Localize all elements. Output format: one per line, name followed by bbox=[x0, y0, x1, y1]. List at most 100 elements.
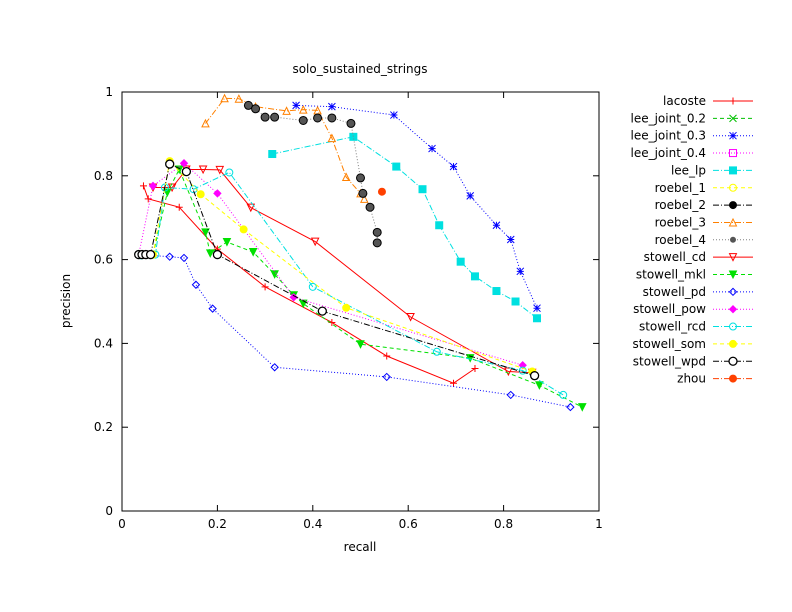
data-point bbox=[471, 365, 479, 373]
legend-entry: roebel_4 bbox=[655, 233, 753, 247]
data-point bbox=[406, 313, 415, 322]
data-point bbox=[234, 94, 244, 103]
data-point bbox=[191, 280, 201, 289]
data-point bbox=[449, 162, 458, 171]
legend: lacoste lee_joint_0.2 lee_joint_0.3 lee_joi… bbox=[630, 94, 753, 386]
legend-label: lee_lp bbox=[671, 163, 706, 177]
data-point bbox=[456, 257, 465, 266]
data-point bbox=[358, 188, 368, 198]
series-lee-lp bbox=[268, 132, 541, 323]
y-tick-label: 0 bbox=[105, 504, 113, 518]
data-point bbox=[535, 381, 544, 390]
data-point bbox=[383, 352, 391, 360]
x-tick-label: 0.6 bbox=[399, 517, 418, 531]
legend-marker bbox=[730, 236, 736, 243]
legend-marker bbox=[729, 166, 737, 175]
data-point bbox=[559, 390, 568, 399]
data-point bbox=[372, 227, 382, 237]
data-point bbox=[372, 238, 382, 248]
data-point bbox=[270, 363, 279, 372]
series-line bbox=[272, 136, 538, 319]
legend-label: roebel_1 bbox=[655, 181, 706, 195]
legend-entry: lacoste bbox=[663, 94, 753, 108]
legend-marker bbox=[729, 322, 737, 331]
data-point bbox=[327, 133, 337, 143]
legend-marker bbox=[729, 114, 737, 123]
data-point bbox=[251, 104, 261, 114]
y-tick-label: 0.4 bbox=[94, 336, 113, 350]
data-point bbox=[189, 185, 198, 194]
legend-marker bbox=[729, 339, 737, 348]
legend-entry: stowell_pd bbox=[643, 285, 753, 299]
data-point bbox=[261, 283, 269, 291]
data-point bbox=[213, 189, 222, 198]
legend-marker bbox=[729, 131, 737, 140]
legend-marker bbox=[729, 201, 737, 210]
data-point bbox=[432, 347, 441, 356]
data-point bbox=[270, 112, 280, 122]
legend-label: stowell_mkl bbox=[636, 268, 706, 282]
legend-entry: lee_joint_0.2 bbox=[630, 111, 753, 125]
data-point bbox=[239, 225, 248, 234]
legend-marker bbox=[728, 253, 738, 262]
plot-area bbox=[134, 93, 587, 412]
data-point bbox=[566, 402, 575, 412]
data-point bbox=[145, 249, 156, 260]
legend-marker bbox=[728, 217, 738, 227]
legend-marker bbox=[729, 374, 737, 383]
y-tick-label: 1 bbox=[105, 85, 113, 99]
data-point bbox=[212, 249, 223, 260]
legend-entry: roebel_1 bbox=[655, 181, 753, 195]
data-point bbox=[356, 173, 365, 183]
data-point bbox=[248, 248, 258, 257]
data-point bbox=[529, 371, 540, 381]
legend-marker bbox=[729, 97, 737, 105]
y-tick-label: 0.6 bbox=[94, 253, 113, 267]
data-point bbox=[532, 314, 541, 323]
data-point bbox=[289, 293, 298, 302]
data-point bbox=[418, 185, 427, 194]
data-point bbox=[328, 102, 336, 111]
series-line bbox=[141, 171, 564, 396]
data-point bbox=[506, 235, 515, 244]
data-point bbox=[470, 272, 479, 281]
data-point bbox=[349, 132, 358, 141]
data-point bbox=[179, 253, 189, 263]
series-stowell-wpd bbox=[134, 159, 540, 381]
data-point bbox=[356, 340, 365, 349]
data-point bbox=[215, 165, 225, 175]
data-point bbox=[201, 118, 210, 128]
x-tick-label: 0.4 bbox=[303, 517, 322, 531]
legend-entry: stowell_pow bbox=[633, 302, 753, 316]
y-tick-label: 0.2 bbox=[94, 420, 113, 434]
legend-entry: stowell_cd bbox=[644, 250, 753, 264]
data-point bbox=[220, 93, 229, 103]
data-point bbox=[179, 159, 189, 168]
legend-entry: roebel_3 bbox=[655, 215, 753, 229]
y-tick-label: 0.8 bbox=[94, 169, 113, 183]
data-point bbox=[577, 403, 587, 412]
data-point bbox=[377, 187, 386, 196]
data-point bbox=[506, 390, 515, 400]
legend-marker bbox=[728, 304, 738, 314]
data-point bbox=[292, 101, 300, 110]
data-point bbox=[313, 113, 323, 123]
data-point bbox=[298, 115, 308, 125]
legend-entry: roebel_2 bbox=[655, 198, 753, 212]
legend-label: stowell_som bbox=[633, 337, 706, 351]
legend-entry: stowell_mkl bbox=[636, 268, 753, 282]
x-tick-label: 0.2 bbox=[208, 517, 227, 531]
x-tick-label: 1 bbox=[595, 517, 603, 531]
legend-marker bbox=[729, 149, 737, 158]
data-point bbox=[492, 287, 501, 296]
x-tick-label: 0 bbox=[118, 517, 126, 531]
legend-label: stowell_wpd bbox=[633, 354, 706, 368]
data-point bbox=[428, 144, 436, 153]
legend-label: roebel_2 bbox=[655, 198, 706, 212]
data-point bbox=[181, 166, 192, 177]
legend-marker bbox=[728, 356, 738, 366]
data-point bbox=[260, 112, 270, 122]
series-line bbox=[152, 168, 583, 408]
data-point bbox=[342, 303, 351, 312]
legend-label: roebel_3 bbox=[655, 215, 706, 229]
